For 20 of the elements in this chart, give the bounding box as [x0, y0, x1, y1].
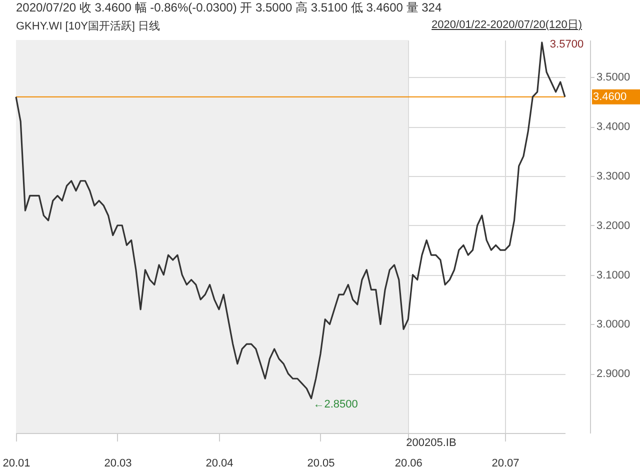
- y-tick-label: 3.2000: [596, 220, 630, 232]
- x-tick-label: 20.07: [492, 458, 520, 468]
- band-label: 200205.IB: [406, 437, 456, 449]
- chart-subtitle: GKHY.WI [10Y国开活跃] 日线: [16, 19, 160, 32]
- x-tick-label: 20.01: [2, 458, 30, 468]
- x-tick-label: 20.06: [394, 458, 422, 468]
- chart-title: 2020/07/20 收 3.4600 幅 -0.86%(-0.0300) 开 3.5000 高 3.5100 低 3.4600 量 324: [16, 0, 442, 14]
- ref-line-label: 3.4600: [593, 90, 627, 103]
- y-tick-label: 3.0000: [596, 318, 630, 331]
- annotation: ←2.8500: [313, 398, 358, 410]
- y-tick-label: 3.5000: [596, 72, 630, 84]
- y-tick-label: 3.4000: [596, 121, 630, 134]
- y-tick-label: 3.3000: [596, 170, 630, 182]
- y-tick-label: 2.9000: [596, 368, 630, 380]
- x-tick-label: 20.05: [307, 458, 335, 468]
- annotation: 3.5700: [550, 38, 584, 50]
- x-tick-label: 20.04: [206, 458, 234, 468]
- text: 2020/01/22-2020/07/20(120日): [432, 18, 582, 32]
- y-tick-label: 3.1000: [596, 269, 630, 282]
- x-tick-label: 20.03: [104, 458, 132, 468]
